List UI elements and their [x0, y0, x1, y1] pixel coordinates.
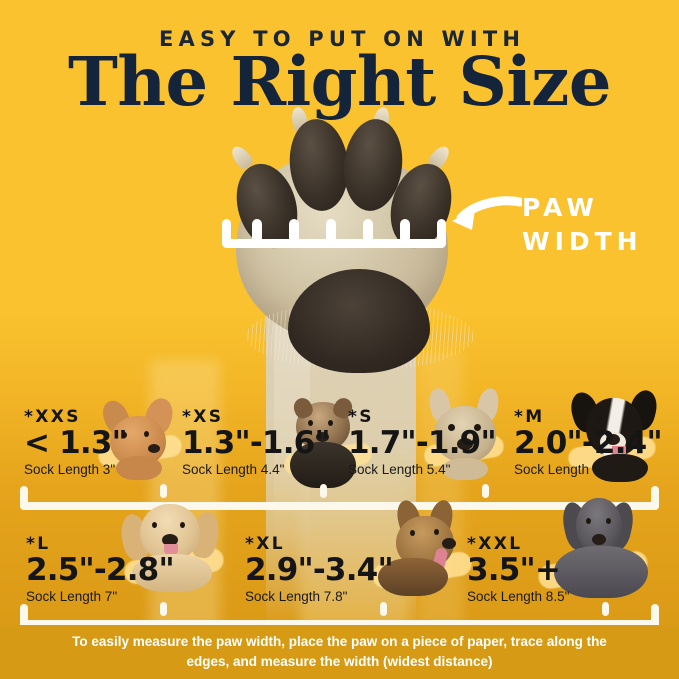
sock-length: Sock Length 8.5" — [467, 588, 570, 604]
sock-length: Sock Length 4.4" — [182, 461, 285, 477]
size-cell-xs: *XS 1.3"-1.6" Sock Length 4.4" — [182, 407, 331, 478]
size-code: *L — [26, 534, 51, 554]
kicker-text: EASY TO PUT ON WITH — [158, 27, 526, 51]
paw-width-bracket — [222, 219, 446, 253]
size-range: 1.7"-1.9" — [348, 425, 497, 461]
paw-width-label-line2: WIDTH — [522, 226, 643, 256]
size-cell-l: *L 2.5"-2.8" Sock Length 7" — [26, 534, 175, 605]
size-code: *S — [348, 407, 374, 427]
sock-length: Sock Length 7.8" — [245, 588, 348, 604]
left-arrow-icon — [452, 196, 522, 230]
size-range: 2.0"-2.4" — [514, 425, 663, 461]
size-cell-s: *S 1.7"-1.9" Sock Length 5.4" — [348, 407, 497, 478]
size-ruler-upper — [20, 482, 659, 512]
paw-width-label-line1: PAW — [522, 193, 599, 222]
size-code: *XS — [182, 407, 224, 427]
page-title: The Right Size — [67, 42, 612, 121]
sock-length: Sock Length 5.4" — [348, 461, 451, 477]
size-code: *XL — [245, 534, 286, 554]
size-range: 1.3"-1.6" — [182, 425, 331, 461]
size-range: < 1.3" — [24, 425, 128, 461]
footer-instruction-band: To easily measure the paw width, place t… — [0, 625, 679, 679]
size-range: 3.5"+ — [467, 552, 561, 588]
sock-length: Sock Length 3" — [24, 461, 116, 477]
size-code: *XXS — [24, 407, 81, 427]
footer-instruction-text: To easily measure the paw width, place t… — [72, 634, 607, 669]
size-cell-xl: *XL 2.9"-3.4" Sock Length 7.8" — [245, 534, 394, 605]
size-cell-xxl: *XXL 3.5"+ Sock Length 8.5" — [467, 536, 569, 605]
paw-center-pad — [288, 269, 430, 373]
paw-width-label: PAW WIDTH — [522, 191, 670, 259]
size-cell-xxs: *XXS < 1.3" Sock Length 3" — [24, 407, 128, 478]
size-code: *M — [514, 407, 545, 427]
size-range: 2.9"-3.4" — [245, 552, 394, 588]
sock-length: Sock Length 6.3" — [514, 461, 617, 477]
size-cell-m: *M 2.0"-2.4" Sock Length 6.3" — [514, 407, 663, 478]
size-code: *XXL — [467, 534, 523, 554]
size-range: 2.5"-2.8" — [26, 552, 175, 588]
size-ruler-lower — [20, 600, 659, 630]
sock-length: Sock Length 7" — [26, 588, 118, 604]
